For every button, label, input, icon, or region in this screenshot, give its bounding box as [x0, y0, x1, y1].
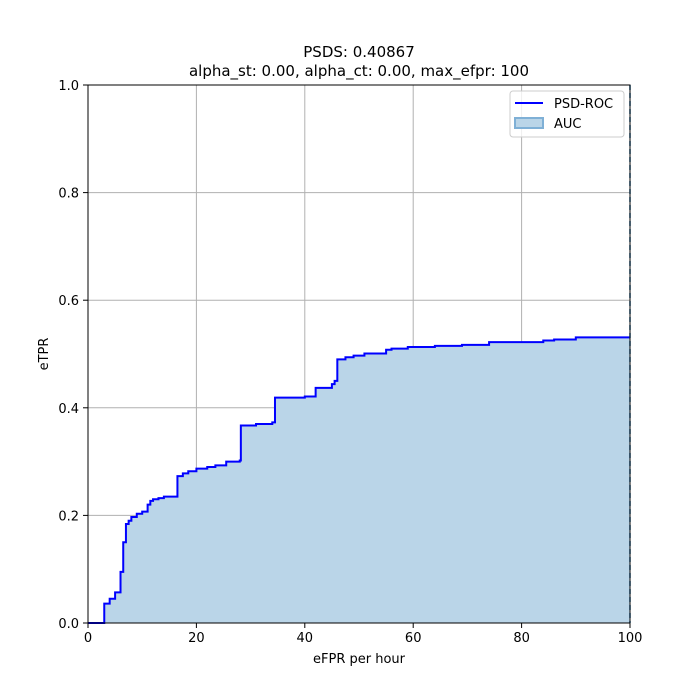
auc-area — [88, 337, 630, 623]
chart-title: PSDS: 0.40867 — [303, 43, 415, 61]
psd-roc-line — [88, 336, 630, 624]
plot-frame — [87, 84, 631, 624]
y-tick-label: 0.6 — [58, 294, 79, 309]
legend-auc-label: AUC — [554, 117, 582, 132]
legend: PSD-ROC AUC — [509, 90, 625, 138]
y-tick-label: 0.2 — [58, 509, 79, 524]
y-tick-label: 0.4 — [58, 402, 79, 417]
y-tick-label: 1.0 — [58, 79, 79, 94]
y-tick-label: 0.8 — [58, 187, 79, 202]
legend-psd-roc-label: PSD-ROC — [554, 97, 613, 112]
y-axis-label: eTPR — [37, 338, 52, 371]
x-tick-label: 40 — [297, 631, 314, 646]
x-axis-label: eFPR per hour — [313, 652, 406, 667]
x-tick-label: 80 — [513, 631, 530, 646]
x-tick-label: 0 — [84, 631, 92, 646]
x-tick-label: 100 — [618, 631, 643, 646]
y-tick-label: 0.0 — [58, 617, 79, 632]
y-axis: 0.0 0.2 0.4 0.6 0.8 1.0 — [58, 79, 88, 632]
chart-subtitle: alpha_st: 0.00, alpha_ct: 0.00, max_efpr… — [188, 62, 530, 80]
x-tick-label: 20 — [188, 631, 205, 646]
legend-auc-swatch — [514, 117, 544, 129]
x-tick-label: 60 — [405, 631, 422, 646]
x-axis: 0 20 40 60 80 100 — [84, 623, 643, 646]
